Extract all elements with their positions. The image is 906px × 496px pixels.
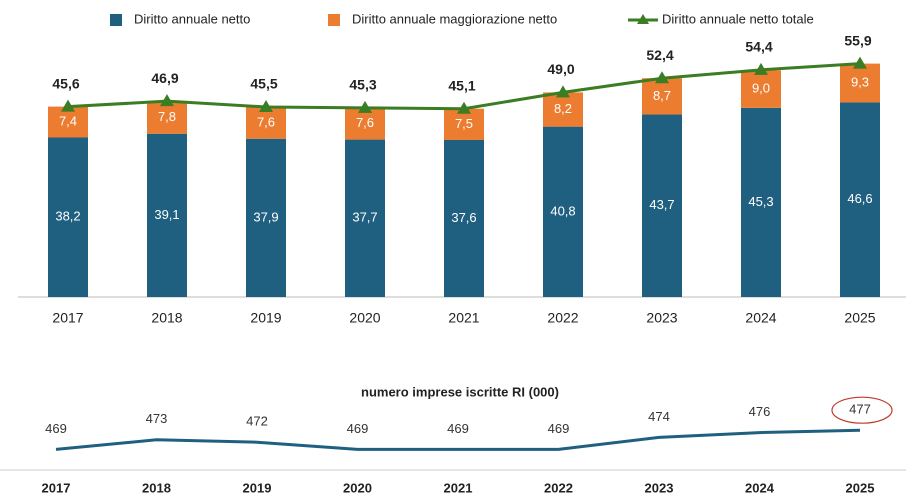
x-tick-label: 2024 [745,480,775,495]
x-tick-label: 2019 [250,310,281,326]
x-tick-label: 2025 [844,310,875,326]
x-tick-label: 2017 [42,480,71,495]
bar-value-label: 46,6 [847,191,872,206]
bar-value-label: 7,4 [59,113,77,128]
legend-label: Diritto annuale maggiorazione netto [352,11,557,26]
total-label: 52,4 [646,47,673,63]
total-label: 45,6 [52,75,79,91]
bar-segment [840,102,880,297]
x-tick-label: 2017 [52,310,83,326]
bar-value-label: 9,0 [752,81,770,96]
legend-label: Diritto annuale netto [134,11,250,26]
total-marker [853,56,867,69]
x-tick-label: 2020 [343,480,372,495]
total-label: 45,5 [250,76,277,92]
bar-value-label: 45,3 [748,194,773,209]
legend-swatch [328,14,340,26]
bar-value-label: 40,8 [550,203,575,218]
total-label: 54,4 [745,39,772,55]
x-tick-label: 2023 [646,310,677,326]
bar-segment [642,78,682,115]
bar-segment [444,108,484,141]
x-tick-label: 2023 [645,480,674,495]
x-tick-label: 2021 [448,310,479,326]
x-tick-label: 2021 [444,480,473,495]
bar-value-label: 7,5 [455,116,473,131]
value-label: 473 [146,411,168,426]
bar-segment [543,126,583,297]
bar-segment [246,138,286,297]
total-marker [457,101,471,114]
legend-marker [637,14,649,24]
x-tick-label: 2018 [151,310,182,326]
bar-segment [840,63,880,103]
value-label: 469 [347,421,369,436]
value-label: 476 [749,404,771,419]
legend-swatch [110,14,122,26]
bar-segment [48,137,88,297]
bar-segment [345,139,385,297]
bar-value-label: 7,6 [356,115,374,130]
value-label: 472 [246,414,268,429]
bar-value-label: 7,6 [257,114,275,129]
bar-segment [741,70,781,108]
value-label: 469 [447,421,469,436]
bar-segment [48,106,88,138]
x-tick-label: 2022 [544,480,573,495]
legend-label: Diritto annuale netto totale [662,11,814,26]
bar-value-label: 37,6 [451,210,476,225]
value-label: 477 [849,402,871,417]
chart-title: numero imprese iscritte RI (000) [361,384,559,399]
total-marker [655,71,669,84]
bar-value-label: 8,7 [653,88,671,103]
bar-segment [345,107,385,140]
bar-segment [444,140,484,297]
bar-segment [246,107,286,139]
x-tick-label: 2019 [243,480,272,495]
x-tick-label: 2018 [142,480,171,495]
total-marker [754,62,768,75]
value-label: 469 [548,421,570,436]
bar-value-label: 37,7 [352,210,377,225]
total-marker [160,94,174,107]
x-tick-label: 2025 [846,480,875,495]
value-label: 474 [648,409,670,424]
total-label: 45,1 [448,77,475,93]
x-tick-label: 2020 [349,310,380,326]
line [55,428,861,451]
highlight-circle [831,396,893,424]
bar-value-label: 9,3 [851,74,869,89]
total-marker [358,100,372,113]
x-tick-label: 2024 [745,310,776,326]
bar-segment [543,92,583,127]
total-marker [556,85,570,98]
total-marker [259,100,273,113]
bar-segment [147,133,187,297]
total-marker [61,99,75,112]
bar-value-label: 38,2 [55,209,80,224]
bar-segment [147,101,187,134]
total-label: 49,0 [547,61,574,77]
bar-value-label: 39,1 [154,207,179,222]
bar-value-label: 37,9 [253,209,278,224]
bar-value-label: 8,2 [554,101,572,116]
bar-segment [642,114,682,298]
bar-value-label: 43,7 [649,197,674,212]
total-label: 45,3 [349,77,376,93]
bar-segment [741,107,781,297]
total-label: 46,9 [151,70,178,86]
value-label: 469 [45,421,67,436]
total-label: 55,9 [844,32,871,48]
bar-value-label: 7,8 [158,109,176,124]
x-tick-label: 2022 [547,310,578,326]
